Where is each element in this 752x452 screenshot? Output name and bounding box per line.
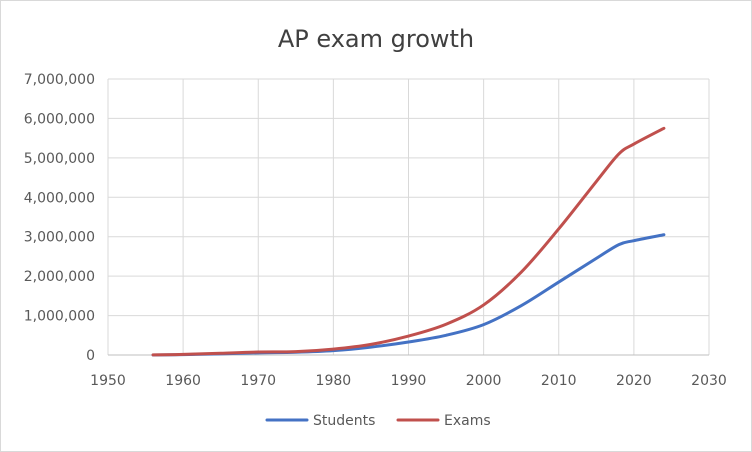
legend-label-students: Students — [313, 413, 375, 429]
x-tick-label: 1990 — [391, 373, 427, 389]
y-tick-label: 0 — [86, 348, 95, 364]
y-tick-label: 4,000,000 — [24, 190, 95, 206]
legend: Students Exams — [265, 413, 491, 429]
x-tick-label: 1980 — [316, 373, 352, 389]
y-tick-label: 5,000,000 — [24, 151, 95, 167]
series-layer — [151, 126, 666, 357]
axis-layer: 0 1,000,000 2,000,000 3,000,000 4,000,000 5,0… — [24, 72, 727, 389]
y-tick-label: 6,000,000 — [24, 111, 95, 127]
x-tick-label: 1960 — [165, 373, 201, 389]
x-tick-label: 2030 — [691, 373, 727, 389]
x-tick-label: 2010 — [541, 373, 577, 389]
x-tick-label: 2020 — [616, 373, 652, 389]
y-tick-label: 1,000,000 — [24, 309, 95, 325]
series-line-exams — [151, 126, 666, 357]
legend-label-exams: Exams — [444, 413, 491, 429]
y-tick-label: 7,000,000 — [24, 72, 95, 88]
x-tick-label: 1950 — [90, 373, 126, 389]
x-tick-label: 2000 — [466, 373, 502, 389]
x-tick-label: 1970 — [240, 373, 276, 389]
grid-layer — [107, 78, 710, 355]
y-tick-label: 3,000,000 — [24, 230, 95, 246]
chart-title: AP exam growth — [278, 25, 474, 53]
y-tick-label: 2,000,000 — [24, 269, 95, 285]
